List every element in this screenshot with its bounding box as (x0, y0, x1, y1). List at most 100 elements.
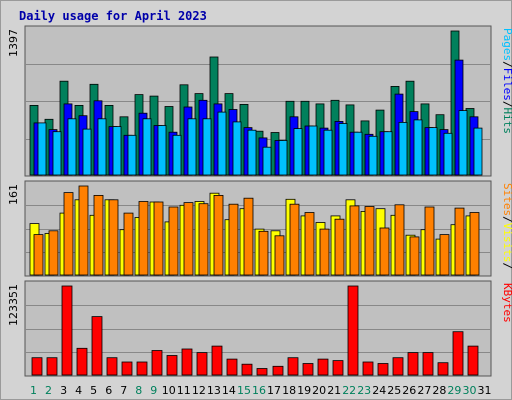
x-tick-label-day-17: 17 (267, 384, 281, 397)
legend-item: / (501, 61, 512, 68)
top_panel: 1397 Pages/Files/Hits (7, 25, 512, 177)
bar-kbytes-day-9 (151, 350, 163, 376)
legend-item: Visits (501, 223, 512, 263)
x-tick-label-day-24: 24 (372, 384, 386, 397)
bar-pages-day-25 (398, 122, 408, 176)
x-tick-label-day-31: 31 (478, 384, 492, 397)
legend-middle_panel: Sites/Visits/ (501, 183, 512, 269)
x-tick-label-day-2: 2 (45, 384, 52, 397)
bar-pages-day-6 (112, 126, 122, 176)
bar-sites-day-1 (33, 234, 44, 276)
bar-pages-day-17 (278, 140, 288, 176)
bar-kbytes-day-20 (317, 358, 329, 376)
bar-sites-day-17 (274, 235, 285, 276)
bar-pages-day-21 (338, 123, 348, 176)
bar-sites-day-22 (349, 205, 360, 276)
x-tick-label-day-13: 13 (207, 384, 221, 397)
x-tick-label-day-23: 23 (357, 384, 371, 397)
x-tick-label-day-4: 4 (75, 384, 82, 397)
x-tick-label-day-21: 21 (327, 384, 341, 397)
bar-sites-day-25 (394, 204, 405, 276)
x-tick-label-day-20: 20 (312, 384, 326, 397)
bar-sites-day-29 (454, 207, 465, 276)
x-tick-label-day-28: 28 (432, 384, 446, 397)
bar-sites-day-13 (213, 194, 224, 276)
bar-kbytes-day-3 (61, 285, 73, 376)
bar-pages-day-10 (172, 134, 182, 176)
bar-pages-day-29 (458, 110, 468, 176)
bar-kbytes-day-15 (241, 363, 253, 376)
legend-bottom_panel: KBytes (501, 283, 512, 323)
bar-sites-day-30 (469, 212, 480, 276)
bar-pages-day-20 (323, 129, 333, 176)
bar-kbytes-day-27 (422, 352, 434, 376)
x-tick-label-day-27: 27 (417, 384, 431, 397)
x-tick-label-day-19: 19 (297, 384, 311, 397)
x-tick-label-day-11: 11 (177, 384, 191, 397)
bar-kbytes-day-14 (226, 358, 238, 376)
bar-sites-day-2 (48, 230, 59, 276)
bar-kbytes-day-26 (407, 352, 419, 376)
x-tick-label-day-9: 9 (150, 384, 157, 397)
bar-kbytes-day-21 (332, 360, 344, 376)
bar-pages-day-1 (37, 122, 47, 176)
bar-sites-day-10 (168, 206, 179, 276)
bar-sites-day-26 (409, 236, 420, 276)
bar-sites-day-27 (424, 206, 435, 276)
legend-top_panel: Pages/Files/Hits (501, 28, 512, 134)
bottom_panel: 123351 KBytes (7, 280, 512, 377)
bar-pages-day-5 (97, 118, 107, 176)
bar-pages-day-8 (142, 118, 152, 176)
bar-sites-day-15 (243, 197, 254, 276)
bar-kbytes-day-13 (211, 345, 223, 376)
kbytes-axis-label: 123351 (7, 284, 20, 326)
x-tick-label-day-12: 12 (192, 384, 206, 397)
bar-kbytes-day-5 (91, 316, 103, 376)
legend-item: Sites (501, 183, 512, 216)
x-tick-label-day-25: 25 (387, 384, 401, 397)
bar-pages-day-13 (217, 111, 227, 176)
bar-kbytes-day-11 (181, 348, 193, 376)
legend-item: KBytes (501, 283, 512, 323)
bar-sites-day-16 (258, 230, 269, 276)
legend-item: Pages (501, 28, 512, 61)
hits-axis-label: 1397 (7, 29, 20, 57)
bar-pages-day-15 (247, 129, 257, 176)
bar-sites-day-24 (379, 227, 390, 276)
bar-kbytes-day-6 (106, 357, 118, 376)
bar-kbytes-day-17 (272, 365, 284, 376)
bar-pages-day-27 (428, 127, 438, 176)
bar-sites-day-14 (228, 203, 239, 276)
bar-pages-day-19 (308, 125, 318, 176)
bar-pages-day-16 (262, 146, 272, 176)
x-tick-label-day-8: 8 (135, 384, 142, 397)
legend-item: Files (501, 68, 512, 101)
bar-kbytes-day-2 (46, 357, 58, 376)
bar-kbytes-day-19 (302, 363, 314, 376)
bar-kbytes-day-10 (166, 355, 178, 376)
bar-pages-day-7 (127, 134, 137, 176)
bar-kbytes-day-22 (347, 285, 359, 376)
bar-pages-day-11 (187, 118, 197, 176)
x-tick-label-day-6: 6 (105, 384, 112, 397)
bar-sites-day-12 (198, 203, 209, 276)
bar-kbytes-day-29 (452, 331, 464, 376)
bar-sites-day-9 (153, 201, 164, 276)
bar-pages-day-23 (368, 135, 378, 176)
x-tick-label-day-5: 5 (90, 384, 97, 397)
bar-kbytes-day-16 (256, 368, 268, 376)
x-tick-label-day-26: 26 (402, 384, 416, 397)
bar-sites-day-3 (63, 192, 74, 276)
bar-pages-day-18 (293, 128, 303, 176)
bar-pages-day-12 (202, 118, 212, 176)
bar-pages-day-24 (383, 131, 393, 176)
bar-kbytes-day-12 (196, 352, 208, 376)
bar-kbytes-day-4 (76, 347, 88, 376)
bar-pages-day-30 (473, 127, 483, 176)
bar-kbytes-day-30 (467, 345, 479, 376)
bar-kbytes-day-1 (31, 357, 43, 376)
bar-pages-day-28 (443, 132, 453, 176)
x-tick-label-day-22: 22 (342, 384, 356, 397)
